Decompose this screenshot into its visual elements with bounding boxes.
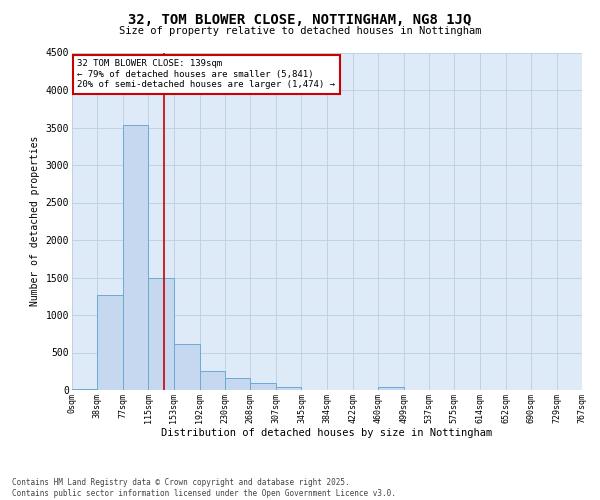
X-axis label: Distribution of detached houses by size in Nottingham: Distribution of detached houses by size …	[161, 428, 493, 438]
Bar	[97, 294, 123, 390]
Y-axis label: Number of detached properties: Number of detached properties	[30, 136, 40, 306]
Bar	[72, 388, 97, 390]
Text: Contains HM Land Registry data © Crown copyright and database right 2025.
Contai: Contains HM Land Registry data © Crown c…	[12, 478, 396, 498]
Bar	[148, 278, 174, 390]
Text: 32, TOM BLOWER CLOSE, NOTTINGHAM, NG8 1JQ: 32, TOM BLOWER CLOSE, NOTTINGHAM, NG8 1J…	[128, 12, 472, 26]
Bar	[250, 383, 276, 390]
Bar	[225, 378, 250, 390]
Bar	[276, 386, 301, 390]
Text: Size of property relative to detached houses in Nottingham: Size of property relative to detached ho…	[119, 26, 481, 36]
Bar	[123, 125, 148, 390]
Text: 32 TOM BLOWER CLOSE: 139sqm
← 79% of detached houses are smaller (5,841)
20% of : 32 TOM BLOWER CLOSE: 139sqm ← 79% of det…	[77, 59, 335, 89]
Bar	[200, 371, 225, 390]
Bar	[378, 387, 404, 390]
Bar	[174, 344, 200, 390]
